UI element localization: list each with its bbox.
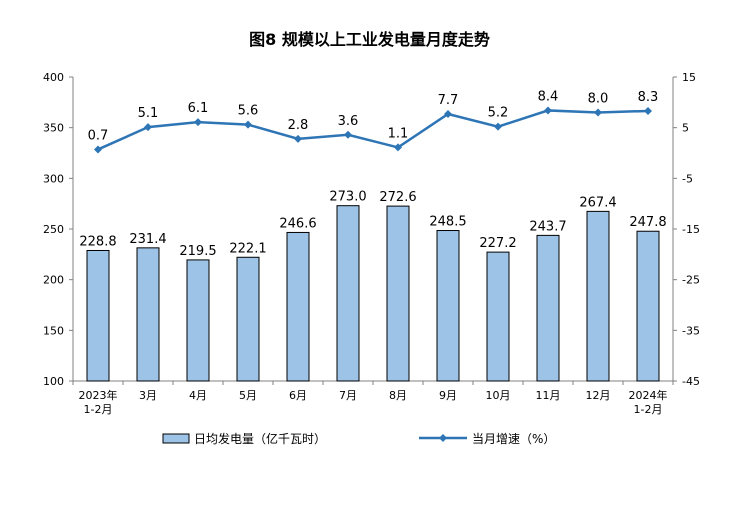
left-tick-label: 100 bbox=[43, 375, 64, 388]
line-point bbox=[444, 109, 452, 118]
bar-value-label: 273.0 bbox=[329, 190, 366, 205]
line-value-label: 8.3 bbox=[638, 90, 659, 105]
bar-labels: 228.8 231.4 219.5 222.1 246.6 273.0 272.6 248.5… bbox=[79, 190, 666, 259]
bar bbox=[186, 259, 210, 382]
line-point bbox=[94, 145, 102, 154]
line-point bbox=[644, 106, 652, 115]
left-tick-label: 300 bbox=[43, 172, 64, 185]
right-tick-label: -35 bbox=[682, 324, 700, 337]
left-tick-label: 400 bbox=[43, 71, 64, 84]
line-point bbox=[144, 123, 152, 132]
x-tick-label: 7月 bbox=[339, 389, 357, 402]
bar-value-label: 231.4 bbox=[129, 232, 166, 247]
line-labels: 0.7 5.1 6.1 5.6 2.8 3.6 1.1 7.7 5.2 8.4 8.0 8.3 bbox=[88, 89, 659, 143]
axes: 100 150 200 250 300 350 400 -45 -35 -25 -15 -5 5 15 bbox=[43, 71, 700, 388]
bar bbox=[436, 230, 460, 382]
x-tick-label: 8月 bbox=[389, 389, 407, 402]
legend-bar-label: 日均发电量（亿千瓦时） bbox=[194, 431, 326, 446]
right-tick-label: -5 bbox=[682, 172, 693, 185]
bar-value-label: 267.4 bbox=[579, 195, 616, 210]
x-tick-label: 9月 bbox=[439, 389, 457, 402]
line-value-label: 3.6 bbox=[338, 114, 359, 129]
legend-line-label: 当月增速（%） bbox=[472, 432, 555, 446]
bar-value-label: 248.5 bbox=[429, 215, 466, 230]
x-tick-label: 10月 bbox=[486, 389, 511, 402]
line-point bbox=[494, 122, 502, 131]
bar-value-label: 222.1 bbox=[229, 241, 266, 256]
legend-line-marker bbox=[439, 434, 447, 442]
bar bbox=[536, 234, 560, 382]
line-point bbox=[394, 143, 402, 152]
bar bbox=[636, 230, 660, 382]
bar bbox=[136, 247, 160, 382]
line-value-label: 5.2 bbox=[488, 106, 509, 121]
line-value-label: 0.7 bbox=[88, 128, 109, 143]
legend-bar-swatch bbox=[162, 433, 190, 444]
growth-line bbox=[97, 109, 649, 151]
left-tick-label: 200 bbox=[43, 274, 64, 287]
x-tick-label: 4月 bbox=[189, 389, 207, 402]
bar-value-label: 243.7 bbox=[529, 219, 566, 234]
chart-title: 图8 规模以上工业发电量月度走势 bbox=[249, 30, 490, 49]
bar-value-label: 272.6 bbox=[379, 190, 416, 205]
line-series bbox=[94, 106, 652, 154]
line-value-label: 8.0 bbox=[588, 91, 609, 106]
line-value-label: 1.1 bbox=[388, 126, 409, 141]
left-tick-label: 150 bbox=[43, 324, 64, 337]
x-tick-label: 12月 bbox=[586, 389, 611, 402]
right-tick-label: -45 bbox=[682, 375, 700, 388]
x-tick-label: 5月 bbox=[239, 389, 257, 402]
line-point bbox=[344, 130, 352, 139]
x-tick-label: 2023年 bbox=[79, 388, 118, 402]
line-point bbox=[294, 134, 302, 143]
bar-value-label: 246.6 bbox=[279, 216, 316, 231]
line-point bbox=[594, 108, 602, 117]
bar-value-label: 219.5 bbox=[179, 244, 216, 259]
line-value-label: 5.6 bbox=[238, 104, 259, 119]
right-tick-label: -15 bbox=[682, 223, 700, 236]
bar-value-label: 228.8 bbox=[79, 234, 116, 249]
bar bbox=[286, 231, 310, 382]
x-tick-label: 1-2月 bbox=[634, 403, 663, 416]
line-value-label: 7.7 bbox=[438, 93, 459, 108]
bar-value-label: 247.8 bbox=[629, 215, 666, 230]
bar bbox=[236, 256, 260, 382]
right-tick-label: -25 bbox=[682, 274, 700, 287]
bar bbox=[486, 251, 510, 382]
line-point bbox=[244, 120, 252, 129]
line-value-label: 2.8 bbox=[288, 118, 309, 133]
line-value-label: 8.4 bbox=[538, 89, 559, 104]
line-point bbox=[544, 106, 552, 115]
line-value-label: 5.1 bbox=[138, 106, 159, 121]
left-tick-label: 250 bbox=[43, 223, 64, 236]
bar-value-label: 227.2 bbox=[479, 236, 516, 251]
line-point bbox=[194, 118, 202, 127]
x-tick-label: 3月 bbox=[139, 389, 157, 402]
bar bbox=[336, 205, 360, 382]
x-tick-label: 6月 bbox=[289, 389, 307, 402]
bar-series bbox=[86, 205, 660, 382]
right-tick-label: 15 bbox=[682, 71, 696, 84]
left-tick-label: 350 bbox=[43, 122, 64, 135]
legend: 日均发电量（亿千瓦时） 当月增速（%） bbox=[162, 431, 555, 446]
x-tick-label: 11月 bbox=[536, 389, 561, 402]
bar bbox=[586, 210, 610, 382]
right-tick-label: 5 bbox=[682, 122, 689, 135]
bar bbox=[386, 205, 410, 382]
x-tick-label: 2024年 bbox=[629, 388, 668, 402]
x-tick-label: 1-2月 bbox=[84, 403, 113, 416]
bar bbox=[86, 249, 110, 382]
line-value-label: 6.1 bbox=[188, 101, 209, 116]
